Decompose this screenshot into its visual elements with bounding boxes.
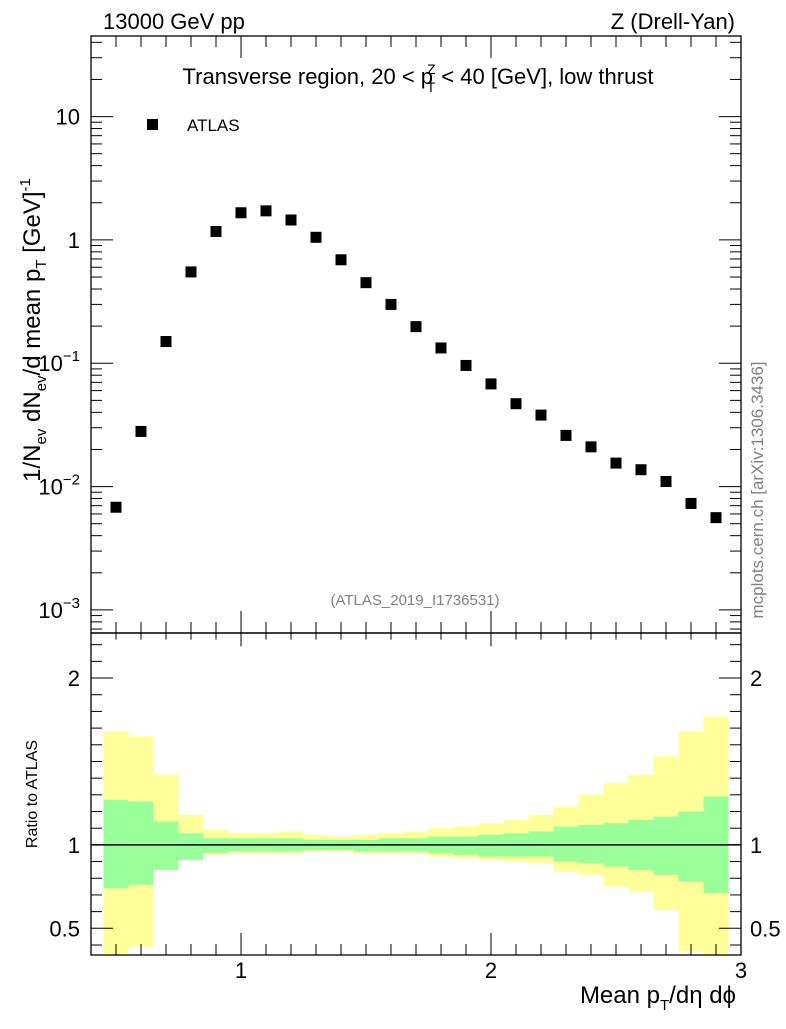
data-point (485, 378, 497, 390)
x-tick-label: 3 (735, 958, 747, 983)
ratio-y-tick-label-left: 0.5 (49, 916, 80, 941)
data-point (410, 321, 422, 333)
x-tick-label: 2 (485, 958, 497, 983)
main-y-tick-label: 10 (56, 105, 80, 130)
data-point (510, 398, 522, 410)
x-tick-label: 1 (235, 958, 247, 983)
x-axis-label: Mean pT/dη dϕ (580, 982, 736, 1014)
ratio-y-axis-label: Ratio to ATLAS (24, 740, 41, 848)
data-point (310, 231, 322, 243)
data-points (110, 205, 722, 524)
data-point (185, 266, 197, 278)
ratio-y-tick-label-right: 0.5 (750, 916, 781, 941)
plot-title-prefix: Transverse region, 20 < p (183, 64, 434, 89)
main-y-axis-label: 1/Nev dNev/d mean pT [GeV]-1 (17, 178, 50, 482)
plot-title-suffix: < 40 [GeV], low thrust (435, 64, 653, 89)
legend-marker-atlas (147, 119, 158, 130)
ratio-y-tick-label-left: 2 (68, 666, 80, 691)
ratio-y-tick-label-left: 1 (68, 833, 80, 858)
data-point (435, 342, 447, 354)
data-point (385, 298, 397, 310)
ratio-panel: 0.5 0.5 1 1 2 2 1 2 3 Ratio to ATLAS Mean pT/dη… (24, 632, 781, 1014)
side-credit: mcplots.cern.ch [arXiv:1306.3436] (748, 361, 767, 618)
data-point (210, 225, 222, 237)
data-point (260, 205, 272, 217)
data-point (285, 214, 297, 226)
legend-label-atlas: ATLAS (187, 116, 240, 135)
plot-title: Transverse region, 20 < pZ T < 40 [GeV], … (183, 61, 654, 95)
main-y-tick-labels: 10−3 10−2 10−1 1 10 (38, 105, 80, 623)
data-point (135, 425, 147, 437)
header-right: Z (Drell-Yan) (611, 9, 735, 34)
data-point (235, 207, 247, 219)
main-y-tick-label: 10−2 (38, 472, 80, 500)
data-point (110, 501, 122, 513)
ratio-frame (90, 632, 742, 956)
ratio-y-tick-label-right: 1 (750, 833, 762, 858)
analysis-id: (ATLAS_2019_I1736531) (330, 592, 499, 609)
plot-title-sup: Z (427, 61, 436, 77)
ratio-y-tick-labels: 0.5 0.5 1 1 2 2 (49, 666, 780, 941)
data-point (360, 277, 372, 289)
data-point (335, 254, 347, 266)
data-point (585, 441, 597, 453)
main-y-tick-label: 1 (68, 228, 80, 253)
data-point (560, 429, 572, 441)
data-point (610, 457, 622, 469)
main-y-tick-label: 10−1 (38, 348, 80, 376)
header-left: 13000 GeV pp (103, 9, 245, 34)
ratio-y-tick-label-right: 2 (750, 666, 762, 691)
data-point (535, 409, 547, 421)
data-point (635, 464, 647, 476)
uncertainty-band (103, 716, 729, 955)
data-point (660, 475, 672, 487)
x-axis-label-suffix: /dη dϕ (669, 982, 736, 1009)
uncertainty-bands (103, 716, 729, 955)
main-y-tick-label: 10−3 (38, 595, 80, 623)
plot-title-sub: T (427, 79, 436, 95)
x-axis-label-prefix: Mean p (580, 982, 660, 1009)
data-point (710, 512, 722, 524)
x-axis-label-sub: T (660, 997, 669, 1014)
data-point (160, 336, 172, 348)
x-tick-labels: 1 2 3 (235, 958, 747, 983)
data-point (460, 359, 472, 371)
data-point (685, 497, 697, 509)
main-panel: 10−3 10−2 10−1 1 10 Transverse region, 20 < … (17, 35, 742, 634)
